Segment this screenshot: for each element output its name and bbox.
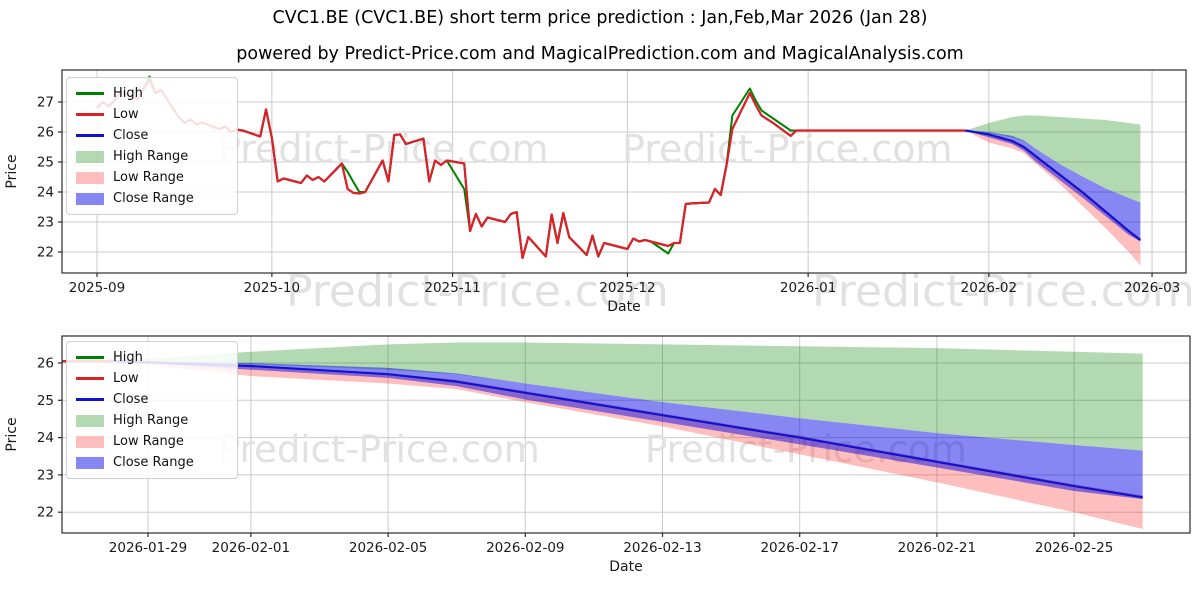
legend-swatch	[76, 150, 104, 163]
watermark-text: Predict-Price.com	[218, 428, 540, 471]
y-tick-label: 27	[37, 95, 54, 111]
legend-label: Low Range	[113, 434, 184, 449]
y-axis-label: Price	[4, 154, 20, 188]
y-tick-label: 25	[37, 393, 54, 409]
legend-swatch	[76, 171, 104, 184]
x-tick-label: 2025-11	[424, 280, 480, 296]
x-tick-label: 2026-02-25	[1035, 540, 1113, 556]
x-tick-label: 2026-02-13	[623, 540, 701, 556]
legend-swatch	[76, 134, 104, 137]
legend-swatch	[76, 113, 104, 116]
legend-label: Close Range	[113, 455, 194, 470]
forecast-close-line	[113, 360, 1143, 499]
watermark-text: Predict-Price.com	[645, 428, 967, 471]
legend-label: High	[113, 86, 143, 101]
high-range-fill	[965, 115, 1141, 203]
watermark-text: Predict-Price.com	[286, 266, 669, 317]
bottom-chart-background	[62, 336, 1190, 533]
legend-swatch	[76, 435, 104, 448]
watermark-text: Predict-Price.com	[812, 266, 1195, 317]
top-chart-border	[61, 69, 1187, 274]
legend-label: High	[113, 350, 143, 365]
legend-label: Low	[113, 371, 139, 386]
y-axis-label: Price	[4, 417, 20, 451]
legend-swatch	[76, 456, 104, 469]
top-chart-background	[62, 70, 1186, 273]
y-tick-label: 23	[37, 215, 54, 231]
x-tick-label: 2026-03	[1124, 280, 1180, 296]
y-tick-label: 26	[37, 125, 54, 141]
x-tick-label: 2026-02-05	[349, 540, 427, 556]
legend-item-close: Close	[76, 389, 228, 410]
legend-item-close: Close	[76, 125, 228, 146]
y-tick-label: 24	[37, 185, 54, 201]
legend-swatch	[76, 398, 104, 401]
high-range-fill	[113, 342, 1143, 451]
forecast-close-line	[965, 129, 1142, 241]
y-tick-label: 25	[37, 155, 54, 171]
legend-item-close-range: Close Range	[76, 188, 228, 209]
y-tick-label: 23	[37, 467, 54, 483]
legend-swatch	[76, 192, 104, 205]
legend-swatch	[76, 92, 104, 95]
legend-item-high-range: High Range	[76, 410, 228, 431]
chart-subtitle: powered by Predict-Price.com and Magical…	[236, 44, 964, 64]
legend-item-high: High	[76, 347, 228, 368]
legend-label: Close	[113, 128, 149, 143]
x-tick-label: 2026-02-21	[898, 540, 976, 556]
legend-item-low-range: Low Range	[76, 431, 228, 452]
legend-item-low: Low	[76, 368, 228, 389]
legend-swatch	[76, 377, 104, 380]
y-tick-label: 22	[37, 245, 54, 261]
x-tick-label: 2025-10	[244, 280, 300, 296]
x-tick-label: 2026-01	[780, 280, 836, 296]
legend-label: High Range	[113, 149, 189, 164]
x-tick-label: 2026-02-09	[486, 540, 564, 556]
legend-item-close-range: Close Range	[76, 452, 228, 473]
x-tick-label: 2026-02	[961, 280, 1017, 296]
x-tick-label: 2026-02-17	[760, 540, 838, 556]
x-axis-label: Date	[609, 559, 642, 575]
legend-swatch	[76, 414, 104, 427]
legend-top-chart: High Low Close High Range Low Range Close Ran…	[66, 77, 238, 215]
legend-item-high: High	[76, 83, 228, 104]
legend-label: Close	[113, 392, 149, 407]
chart-title: CVC1.BE (CVC1.BE) short term price predi…	[272, 8, 928, 28]
legend-item-low: Low	[76, 104, 228, 125]
y-tick-label: 22	[37, 505, 54, 521]
legend-swatch	[76, 356, 104, 359]
x-tick-label: 2025-09	[69, 280, 125, 296]
x-tick-label: 2026-02-01	[212, 540, 290, 556]
legend-item-high-range: High Range	[76, 146, 228, 167]
bottom-chart-border	[61, 335, 1191, 534]
x-tick-label: 2026-01-29	[109, 540, 187, 556]
legend-label: High Range	[113, 413, 189, 428]
y-tick-label: 24	[37, 430, 54, 446]
x-axis-label: Date	[607, 299, 640, 315]
y-tick-label: 26	[37, 356, 54, 372]
legend-bottom-chart: High Low Close High Range Low Range Close Ran…	[66, 341, 238, 479]
legend-label: Close Range	[113, 191, 194, 206]
legend-item-low-range: Low Range	[76, 167, 228, 188]
legend-label: Low Range	[113, 170, 184, 185]
x-tick-label: 2025-12	[599, 280, 655, 296]
legend-label: Low	[113, 107, 139, 122]
